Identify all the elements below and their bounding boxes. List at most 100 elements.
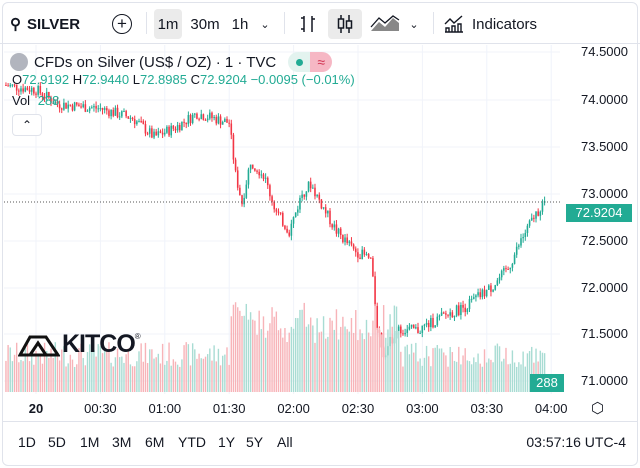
volume-bar bbox=[367, 332, 370, 392]
candles-style-icon[interactable] bbox=[328, 9, 362, 39]
indicators-button[interactable]: Indicators bbox=[444, 9, 537, 39]
interval-30m[interactable]: 30m bbox=[190, 15, 220, 33]
time-tick: 00:30 bbox=[84, 401, 117, 416]
range-1m[interactable]: 1M bbox=[80, 434, 100, 450]
candle bbox=[524, 232, 527, 238]
range-5d[interactable]: 5D bbox=[48, 434, 66, 450]
volume-bar bbox=[496, 343, 499, 392]
volume-bar bbox=[455, 361, 458, 392]
volume-bar bbox=[372, 320, 374, 392]
bars-style-icon[interactable] bbox=[296, 9, 320, 39]
candle bbox=[159, 131, 162, 133]
candle bbox=[479, 292, 482, 298]
candle bbox=[477, 292, 479, 296]
volume-bar bbox=[15, 342, 18, 392]
candle bbox=[314, 187, 316, 197]
volume-bar bbox=[445, 355, 447, 392]
volume-bar bbox=[88, 344, 91, 392]
range-ytd[interactable]: YTD bbox=[178, 434, 206, 450]
compare-button[interactable]: + bbox=[110, 9, 134, 39]
candle bbox=[148, 128, 151, 134]
volume-bar bbox=[13, 354, 16, 392]
candle bbox=[526, 225, 529, 233]
candle bbox=[60, 108, 63, 110]
volume-bar bbox=[97, 344, 99, 392]
style-chevron-down-icon[interactable]: ⌄ bbox=[409, 18, 419, 31]
candle bbox=[71, 105, 74, 111]
candle bbox=[249, 164, 252, 170]
volume-bar bbox=[63, 346, 65, 392]
area-style-icon[interactable] bbox=[368, 9, 402, 39]
volume-bar bbox=[28, 361, 31, 392]
settings-hexagon-icon[interactable]: ⬡ bbox=[591, 400, 605, 417]
candle bbox=[63, 102, 65, 110]
candle bbox=[84, 104, 87, 112]
volume-bar bbox=[112, 366, 114, 392]
volume-bar bbox=[144, 342, 147, 392]
range-6m[interactable]: 6M bbox=[145, 434, 165, 450]
volume-bar bbox=[22, 361, 24, 392]
range-5y[interactable]: 5Y bbox=[246, 434, 264, 450]
volume-bar bbox=[355, 310, 357, 392]
candle bbox=[354, 248, 357, 253]
volume-legend: Vol 288 bbox=[12, 93, 60, 108]
time-tick: 03:00 bbox=[406, 401, 439, 416]
volume-bar bbox=[194, 349, 196, 392]
candle bbox=[359, 257, 361, 260]
candle bbox=[307, 181, 310, 192]
volume-bar bbox=[198, 353, 200, 392]
volume-bar bbox=[168, 342, 170, 392]
volume-bar bbox=[243, 315, 245, 392]
candle bbox=[142, 121, 145, 125]
candle bbox=[301, 194, 303, 198]
volume-bar bbox=[443, 352, 445, 392]
interval-1m[interactable]: 1m bbox=[154, 9, 182, 39]
volume-bar bbox=[69, 354, 72, 392]
candle bbox=[52, 102, 54, 104]
volume-bar bbox=[24, 347, 26, 392]
candle bbox=[472, 297, 475, 299]
volume-bar bbox=[202, 358, 205, 392]
candle bbox=[410, 324, 413, 327]
volume-bar bbox=[460, 364, 462, 392]
candle bbox=[93, 106, 95, 108]
symbol-search[interactable]: ⚲ SILVER bbox=[10, 9, 80, 39]
candle bbox=[492, 289, 494, 292]
interval-1h[interactable]: 1h bbox=[231, 15, 249, 33]
candle bbox=[28, 90, 31, 92]
candle bbox=[318, 194, 321, 200]
range-1d[interactable]: 1D bbox=[18, 434, 36, 450]
collapse-legend-button[interactable]: ⌃ bbox=[12, 114, 42, 136]
status-badge[interactable]: ≈ bbox=[288, 52, 333, 72]
clock[interactable]: 03:57:16 UTC-4 bbox=[526, 434, 626, 450]
volume-bar bbox=[209, 348, 211, 392]
range-3m[interactable]: 3M bbox=[112, 434, 132, 450]
candle bbox=[539, 211, 542, 216]
volume-bar bbox=[382, 305, 385, 392]
candle bbox=[127, 116, 130, 119]
volume-bar bbox=[71, 359, 74, 392]
range-all[interactable]: All bbox=[277, 434, 293, 450]
interval-chevron-down-icon[interactable]: ⌄ bbox=[260, 18, 270, 31]
candle bbox=[436, 316, 439, 326]
volume-bar bbox=[37, 354, 39, 392]
candle bbox=[239, 187, 241, 196]
volume-bar bbox=[301, 309, 303, 392]
candle bbox=[13, 84, 16, 86]
candle bbox=[206, 118, 209, 121]
range-1y[interactable]: 1Y bbox=[218, 434, 236, 450]
candle bbox=[541, 202, 544, 212]
candle bbox=[397, 326, 400, 331]
candle bbox=[20, 88, 22, 92]
volume-bar bbox=[11, 361, 14, 392]
plus-circle-icon: + bbox=[112, 14, 132, 34]
price-tick: 71.0000 bbox=[581, 373, 628, 388]
volume-bar bbox=[436, 344, 439, 392]
volume-bar bbox=[365, 319, 368, 392]
candle bbox=[324, 207, 327, 214]
candle bbox=[316, 194, 318, 197]
volume-bar bbox=[451, 352, 454, 392]
candle bbox=[50, 97, 52, 103]
candle bbox=[133, 119, 136, 125]
